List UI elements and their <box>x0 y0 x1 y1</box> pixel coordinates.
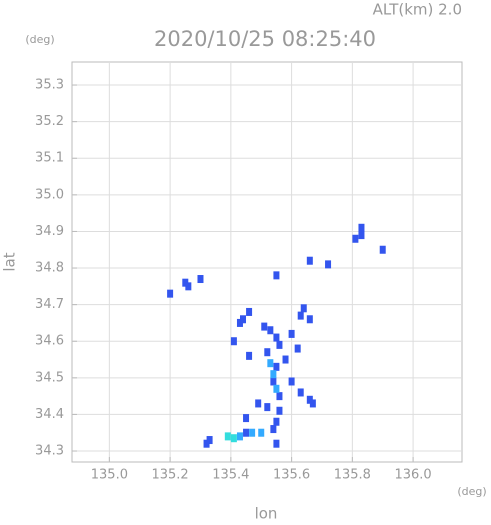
echo-point <box>258 428 265 437</box>
x-axis-label: lon <box>255 505 278 522</box>
echo-point <box>270 425 277 434</box>
y-tick-label: 34.5 <box>35 370 64 385</box>
echo-point <box>267 359 274 368</box>
y-tick-label: 34.6 <box>35 334 64 349</box>
echo-point <box>236 318 243 327</box>
echo-point <box>297 388 304 397</box>
echo-point <box>197 275 204 284</box>
echo-point <box>206 436 213 445</box>
chart-title: 2020/10/25 08:25:40 <box>154 27 376 51</box>
echo-point <box>240 315 247 324</box>
echo-point <box>288 329 295 338</box>
echo-point <box>306 315 313 324</box>
y-tick-label: 34.4 <box>35 407 64 422</box>
echo-point <box>230 337 237 346</box>
echo-point <box>300 304 307 313</box>
echo-point <box>379 245 386 254</box>
echo-point <box>243 428 250 437</box>
echo-point <box>309 399 316 408</box>
x-tick-label: 135.0 <box>91 468 128 483</box>
echo-point <box>273 384 280 393</box>
x-unit: (deg) <box>457 485 486 498</box>
x-tick-label: 135.8 <box>334 468 371 483</box>
echo-point <box>358 223 365 232</box>
y-tick-label: 34.7 <box>35 297 64 312</box>
echo-point <box>276 340 283 349</box>
echo-point <box>246 307 253 316</box>
echo-point <box>294 344 301 353</box>
y-unit: (deg) <box>25 33 54 46</box>
y-tick-label: 35.2 <box>35 114 64 129</box>
echo-point <box>282 355 289 364</box>
echo-point <box>273 417 280 426</box>
x-tick-label: 135.2 <box>151 468 188 483</box>
echo-point <box>325 260 332 269</box>
x-tick-label: 136.0 <box>394 468 431 483</box>
echo-point <box>270 377 277 386</box>
echo-point <box>267 326 274 335</box>
echo-point <box>243 414 250 423</box>
echo-point <box>246 351 253 360</box>
echo-point <box>224 432 231 441</box>
echo-point <box>167 289 174 298</box>
echo-point <box>306 395 313 404</box>
echo-point <box>203 439 210 448</box>
y-tick-label: 35.1 <box>35 151 64 166</box>
y-tick-label: 35.0 <box>35 187 64 202</box>
y-tick-label: 34.3 <box>35 444 64 459</box>
echo-point <box>358 231 365 240</box>
chart-subtitle: ALT(km) 2.0 <box>373 1 462 19</box>
echo-point <box>236 432 243 441</box>
echo-point <box>306 256 313 265</box>
echo-point <box>276 392 283 401</box>
echo-point <box>264 403 271 412</box>
plot-frame <box>71 61 463 463</box>
echo-point <box>182 278 189 287</box>
echo-point <box>276 406 283 415</box>
echo-point <box>273 362 280 371</box>
echo-point <box>273 271 280 280</box>
y-axis-label: lat <box>1 252 19 271</box>
echo-point <box>255 399 262 408</box>
y-tick-label: 35.3 <box>35 78 64 93</box>
echo-point <box>249 428 256 437</box>
echo-point <box>270 370 277 379</box>
echo-point <box>264 348 271 357</box>
echo-point <box>288 377 295 386</box>
echo-point <box>273 333 280 342</box>
y-tick-label: 34.8 <box>35 261 64 276</box>
echo-point <box>273 439 280 448</box>
echo-point <box>352 234 359 243</box>
echo-point <box>185 282 192 291</box>
x-tick-label: 135.6 <box>273 468 310 483</box>
echo-point <box>261 322 268 331</box>
x-tick-label: 135.4 <box>212 468 249 483</box>
echo-point <box>297 311 304 320</box>
y-tick-label: 34.9 <box>35 224 64 239</box>
echo-point <box>230 434 237 443</box>
